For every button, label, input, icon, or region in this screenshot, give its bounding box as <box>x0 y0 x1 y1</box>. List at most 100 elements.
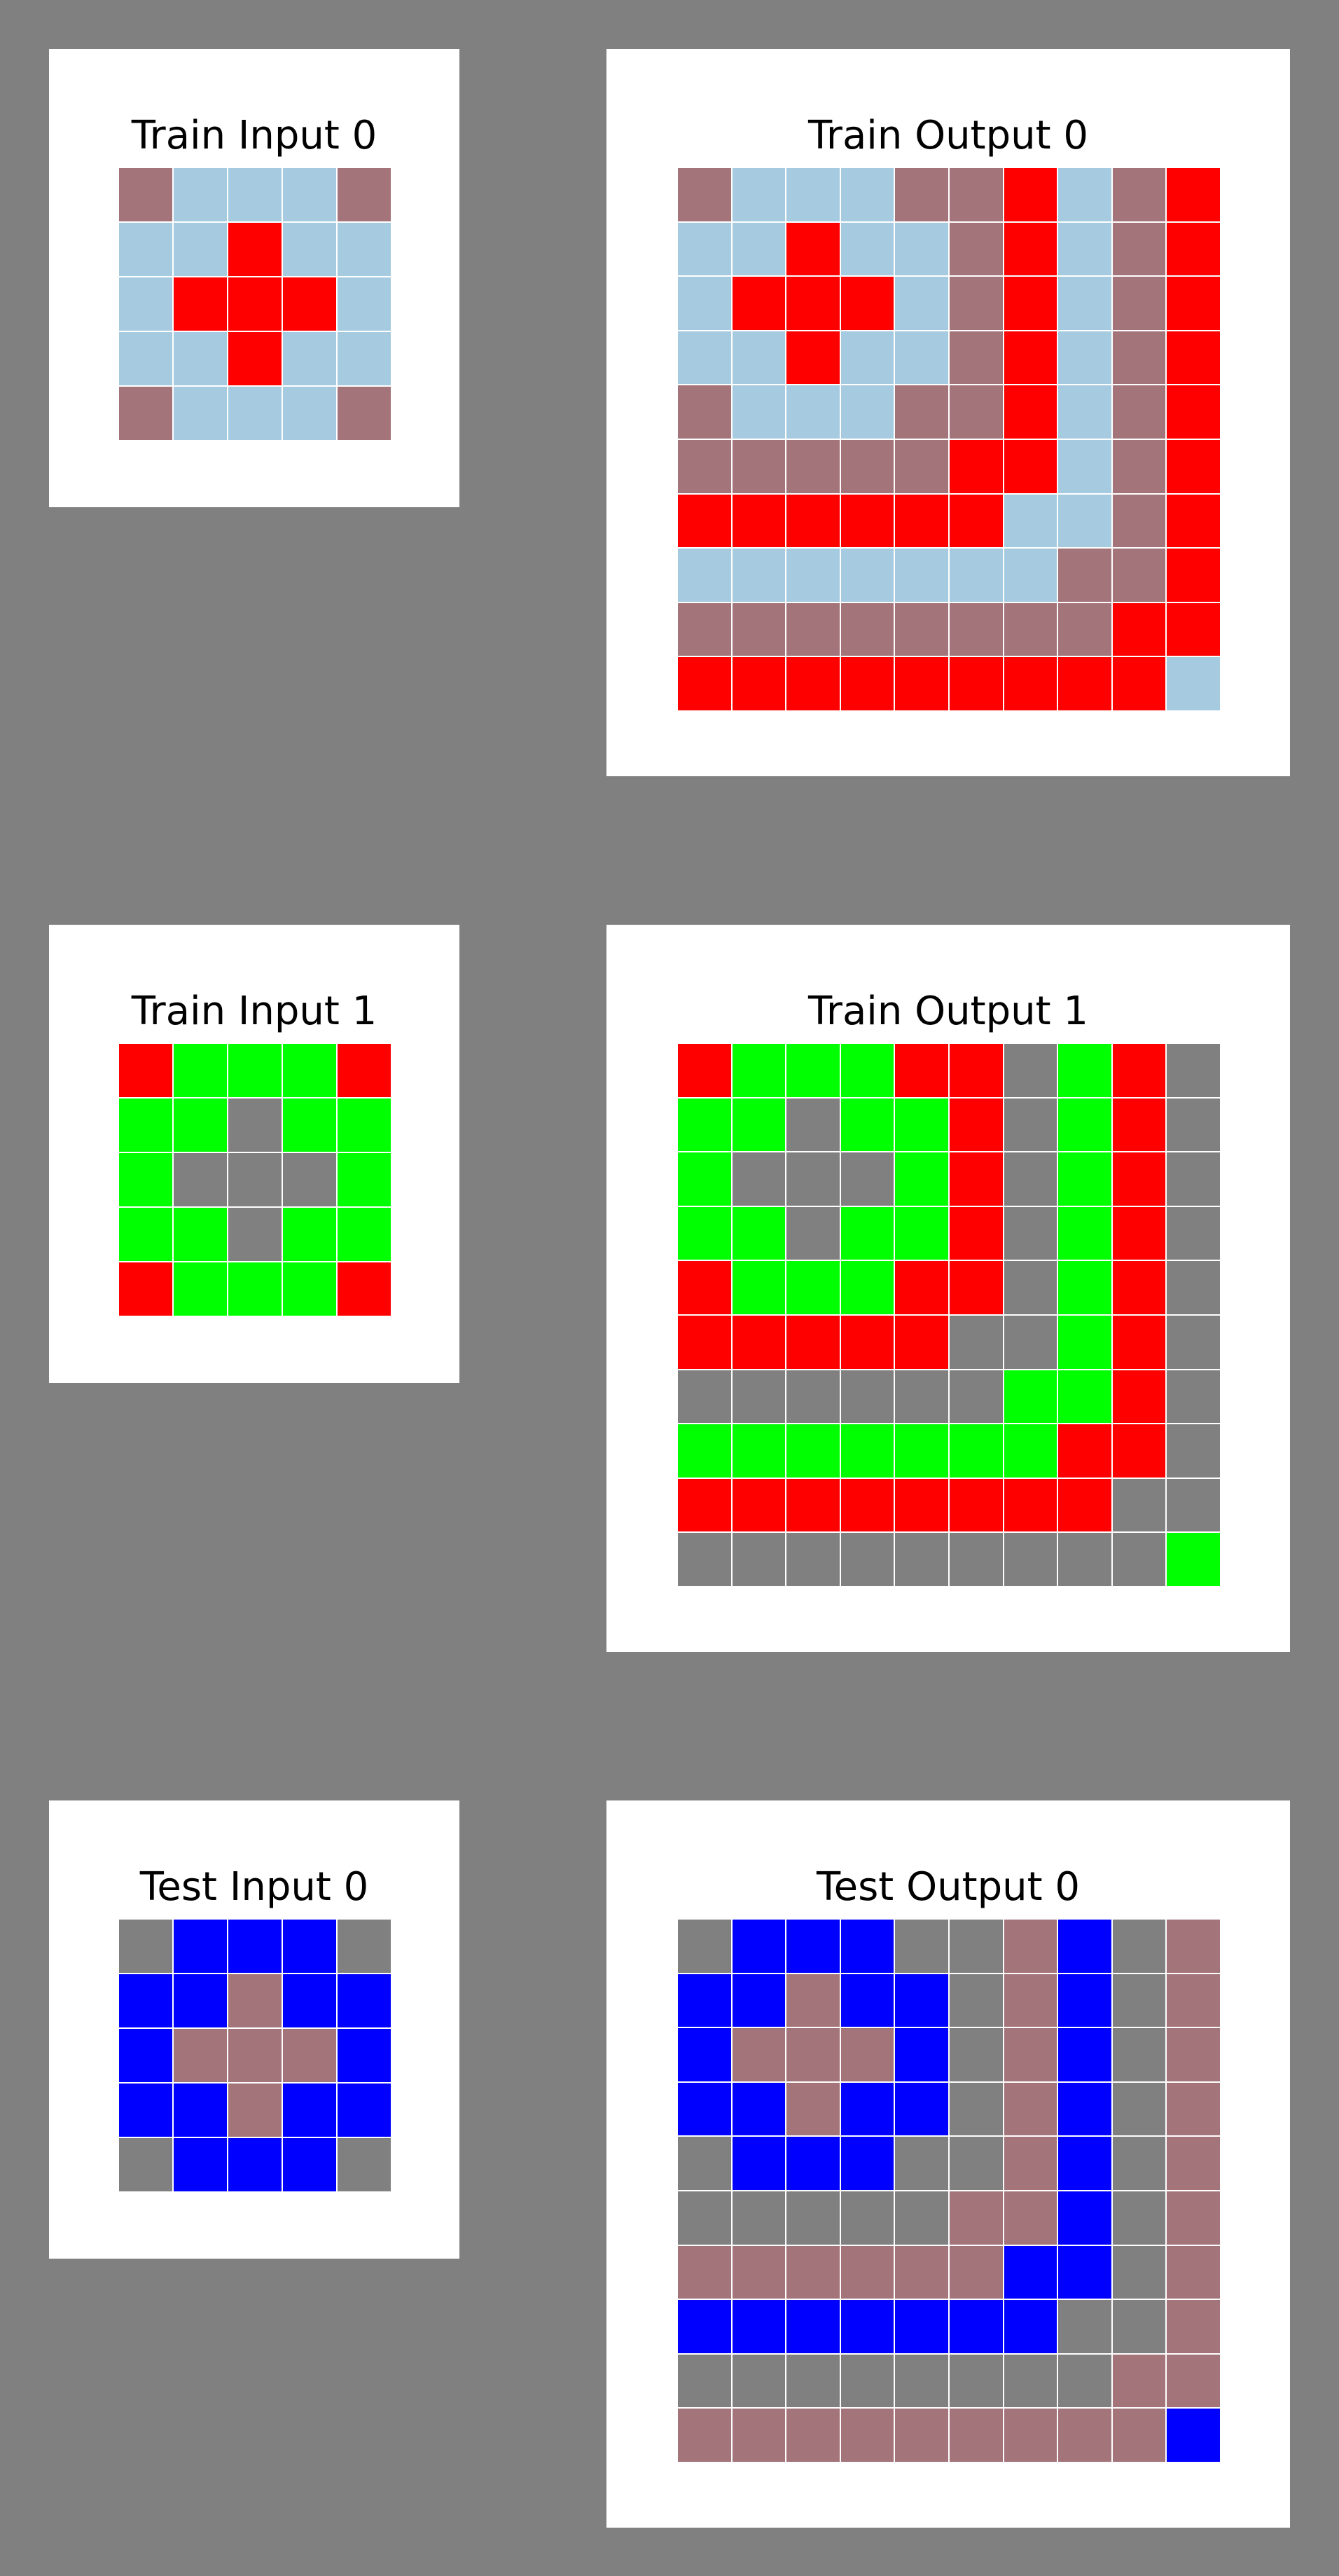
grid-cell <box>678 2082 731 2136</box>
grid-cell <box>678 549 731 602</box>
grid-cell <box>338 1920 391 1973</box>
grid-cell <box>1004 2082 1057 2136</box>
grid-cell <box>1004 222 1057 276</box>
grid-cell <box>949 1478 1003 1532</box>
grid-cell <box>949 168 1003 221</box>
grid-cell <box>678 2354 731 2408</box>
grid-cell <box>949 657 1003 710</box>
grid-cell <box>732 1370 786 1424</box>
grid-cell <box>732 168 786 221</box>
grid-cell <box>1004 657 1057 710</box>
grid-cell <box>678 168 731 221</box>
grid-cell <box>228 223 282 276</box>
grid-cell <box>174 168 227 221</box>
grid-cell <box>1112 2300 1166 2353</box>
grid-cell <box>732 657 786 710</box>
grid-cell <box>840 2245 894 2299</box>
grid-cell <box>1167 385 1220 439</box>
grid-cell <box>840 168 894 221</box>
grid-cell <box>895 1424 948 1478</box>
grid-cell <box>840 222 894 276</box>
grid-cell <box>1112 1098 1166 1152</box>
grid-cell <box>678 1974 731 2027</box>
grid-cell <box>1112 2354 1166 2408</box>
grid-cell <box>174 2138 227 2191</box>
grid-cell <box>786 331 840 385</box>
grid-cell <box>1167 331 1220 385</box>
grid-cell <box>895 1920 948 1973</box>
grid-cell <box>1004 439 1057 493</box>
grid-cell <box>1112 168 1166 221</box>
grid-cell <box>1004 2300 1057 2353</box>
grid-cell <box>840 1424 894 1478</box>
grid-cell <box>1058 385 1111 439</box>
grid-cell <box>786 2191 840 2245</box>
grid-cell <box>119 1208 172 1261</box>
grid-cell <box>1167 2409 1220 2462</box>
grid-cell <box>1004 1152 1057 1206</box>
grid-cell <box>1167 1206 1220 1260</box>
grid-cell <box>840 494 894 548</box>
grid-cell <box>895 1315 948 1369</box>
grid-cell <box>895 602 948 656</box>
train-output-0-panel: Train Output 0 <box>606 49 1290 776</box>
grid-cell <box>119 223 172 276</box>
grid-cell <box>732 1920 786 1973</box>
grid-cell <box>119 1153 172 1206</box>
grid-cell <box>895 439 948 493</box>
grid-cell <box>949 549 1003 602</box>
grid-cell <box>949 2028 1003 2081</box>
grid-cell <box>1112 2245 1166 2299</box>
grid-cell <box>732 1098 786 1152</box>
grid-cell <box>732 2191 786 2245</box>
grid-cell <box>732 1261 786 1314</box>
grid-cell <box>732 2300 786 2353</box>
grid-cell <box>840 1920 894 1973</box>
grid-cell <box>1167 549 1220 602</box>
grid <box>678 1044 1220 1586</box>
grid-cell <box>949 331 1003 385</box>
grid-cell <box>840 1974 894 2027</box>
grid-cell <box>895 1261 948 1314</box>
grid-cell <box>1112 1261 1166 1314</box>
grid-cell <box>732 2137 786 2190</box>
grid-cell <box>895 2028 948 2081</box>
grid-cell <box>119 2083 172 2137</box>
grid-cell <box>1058 331 1111 385</box>
grid-cell <box>1004 1974 1057 2027</box>
grid-cell <box>732 1315 786 1369</box>
grid-cell <box>119 2138 172 2191</box>
grid-cell <box>732 602 786 656</box>
grid-cell <box>732 1044 786 1097</box>
grid-cell <box>338 2138 391 2191</box>
grid-cell <box>895 2245 948 2299</box>
grid-cell <box>895 1533 948 1586</box>
grid-cell <box>1004 549 1057 602</box>
grid-cell <box>1004 1044 1057 1097</box>
grid-cell <box>732 1533 786 1586</box>
grid-cell <box>949 602 1003 656</box>
grid-cell <box>338 2083 391 2137</box>
grid-cell <box>1058 657 1111 710</box>
grid-cell <box>678 1533 731 1586</box>
grid-cell <box>732 222 786 276</box>
grid-cell <box>786 385 840 439</box>
grid-cell <box>786 168 840 221</box>
grid-cell <box>174 2029 227 2082</box>
grid-cell <box>840 277 894 330</box>
grid-cell <box>732 331 786 385</box>
grid-cell <box>949 277 1003 330</box>
grid-cell <box>1004 1370 1057 1424</box>
grid-cell <box>338 1262 391 1316</box>
grid-cell <box>678 1098 731 1152</box>
grid-cell <box>1058 1533 1111 1586</box>
grid-cell <box>895 2191 948 2245</box>
grid-cell <box>786 2354 840 2408</box>
grid-cell <box>1167 657 1220 710</box>
grid-cell <box>895 385 948 439</box>
grid-cell <box>1112 2028 1166 2081</box>
grid-cell <box>949 1920 1003 1973</box>
grid-cell <box>678 1044 731 1097</box>
grid-cell <box>338 387 391 440</box>
grid-cell <box>119 1262 172 1316</box>
